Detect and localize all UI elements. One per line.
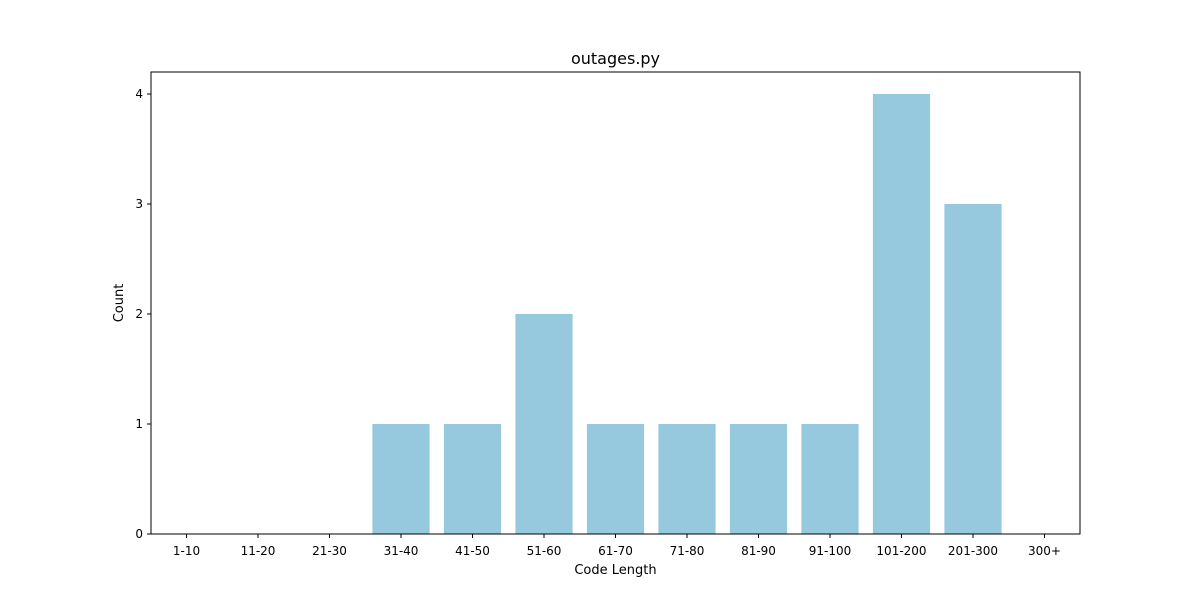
bar-61-70 [586, 424, 645, 534]
bar-71-80 [658, 424, 716, 534]
x-tick-label: 61-70 [598, 544, 633, 558]
x-tick-label: 21-30 [312, 544, 347, 558]
bar-81-90 [729, 424, 788, 534]
x-tick-label: 91-100 [809, 544, 852, 558]
plot-frame [150, 71, 1081, 535]
bar-51-60 [515, 314, 573, 534]
y-axis-label: Count [112, 284, 127, 323]
bar-41-50 [443, 424, 502, 534]
bar-31-40 [372, 424, 430, 534]
x-axis-label: Code Length [574, 563, 656, 578]
x-tick-label: 1-10 [173, 544, 200, 558]
y-tick-label: 3 [135, 197, 143, 211]
y-axis: 0 1 2 3 4 [135, 87, 151, 541]
bars-group [372, 94, 1002, 534]
x-axis: 1-10 11-20 21-30 31-40 41-50 51-60 61-70 71-80 8… [173, 534, 1061, 558]
bar-101-200 [872, 94, 931, 534]
y-tick-label: 2 [135, 307, 143, 321]
x-tick-label: 101-200 [876, 544, 926, 558]
y-tick-label: 0 [135, 527, 143, 541]
x-tick-label: 51-60 [527, 544, 562, 558]
x-tick-label: 201-300 [948, 544, 998, 558]
bar-91-100 [801, 424, 859, 534]
x-tick-label: 41-50 [455, 544, 490, 558]
x-tick-label: 300+ [1028, 544, 1061, 558]
x-tick-label: 11-20 [241, 544, 276, 558]
chart-title: outages.py [571, 49, 660, 68]
x-tick-label: 71-80 [670, 544, 705, 558]
x-tick-label: 81-90 [741, 544, 776, 558]
y-tick-label: 1 [135, 417, 143, 431]
bar-201-300 [944, 204, 1002, 534]
y-tick-label: 4 [135, 87, 143, 101]
x-tick-label: 31-40 [384, 544, 419, 558]
